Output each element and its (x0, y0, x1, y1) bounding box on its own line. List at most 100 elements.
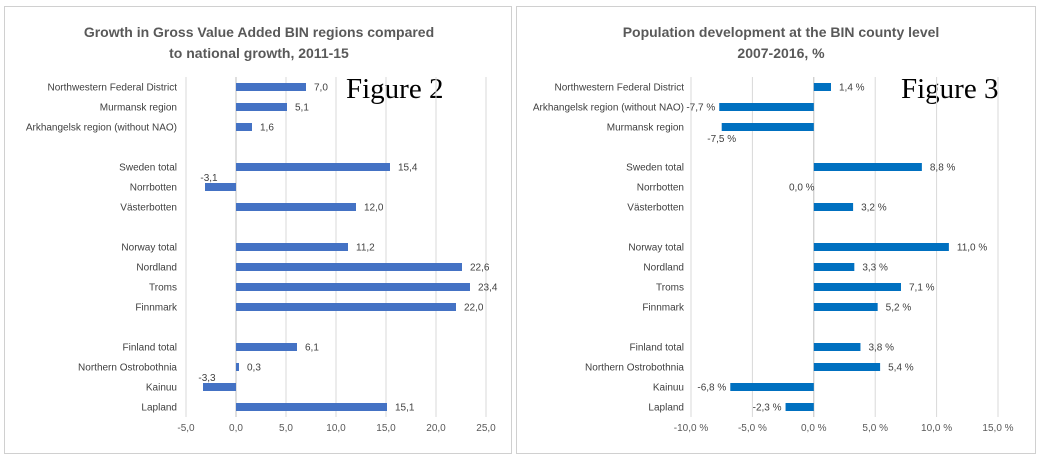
figure2-chart: Growth in Gross Value Added BIN regions … (26, 24, 498, 434)
figure3-value-label: 5,4 % (888, 363, 914, 374)
figure3-category-label: Northern Ostrobothnia (585, 363, 684, 374)
figure3-category-label: Murmansk region (607, 123, 684, 134)
figure3-tick-label: 0,0 % (801, 423, 827, 434)
figure3-panel: Population development at the BIN county… (516, 6, 1036, 454)
figure3-category-label: Arkhangelsk region (without NAO) (533, 103, 684, 114)
figure2-category-label: Västerbotten (120, 203, 177, 214)
figure2-value-label: 0,3 (247, 363, 261, 374)
figure2-panel: Growth in Gross Value Added BIN regions … (4, 6, 512, 454)
figure3-bar (730, 383, 814, 391)
figure2-category-label: Northwestern Federal District (48, 83, 178, 94)
figure3-bar (813, 283, 901, 291)
figure2-bar (236, 283, 470, 291)
figure2-value-label: 22,0 (464, 303, 484, 314)
figure2-bar (205, 183, 236, 191)
figure3-category-label: Nordland (643, 263, 684, 274)
figure2-category-label: Northern Ostrobothnia (78, 363, 177, 374)
figure3-category-label: Finland total (630, 343, 684, 354)
figure3-bar (813, 203, 854, 211)
figure3-value-label: -7,7 % (686, 103, 715, 114)
figure2-category-label: Norrbotten (130, 183, 177, 194)
figure2-bar (236, 163, 390, 171)
figure3-value-label: -7,5 % (707, 134, 736, 145)
figure2-value-label: 6,1 (305, 343, 319, 354)
figure2-bar (236, 303, 456, 311)
figure3-tick-label: 5,0 % (862, 423, 888, 434)
figure2-bar (236, 123, 252, 131)
figure3-label: Figure 3 (901, 73, 998, 105)
figure2-title-line1: Growth in Gross Value Added BIN regions … (84, 24, 434, 40)
figure3-tick-label: -5,0 % (738, 423, 767, 434)
figure3-bar (813, 363, 881, 371)
figure2-bar (236, 103, 287, 111)
figure3-tick-label: 15,0 % (982, 423, 1013, 434)
figure2-label: Figure 2 (346, 73, 443, 105)
figure2-value-label: -3,3 (198, 373, 216, 384)
figure3-category-label: Kainuu (653, 383, 684, 394)
figure2-category-label: Kainuu (146, 383, 177, 394)
figure2-bar (236, 363, 239, 371)
figure2-tick-label: 0,0 (229, 423, 243, 434)
figure3-category-label: Sweden total (626, 163, 684, 174)
figure2-value-label: 7,0 (314, 83, 328, 94)
figure3-bar (785, 403, 814, 411)
figure2-tick-label: 5,0 (279, 423, 293, 434)
figure3-category-label: Västerbotten (627, 203, 684, 214)
figure3-category-label: Finnmark (642, 303, 685, 314)
figure2-value-label: -3,1 (200, 173, 218, 184)
figure3-value-label: 1,4 % (839, 83, 865, 94)
figure3-category-label: Norway total (628, 243, 684, 254)
figure2-tick-label: 20,0 (426, 423, 446, 434)
figure3-value-label: -2,3 % (753, 403, 782, 414)
figure3-bar (813, 83, 831, 91)
figure3-value-label: 8,8 % (930, 163, 956, 174)
figure2-value-label: 1,6 (260, 123, 274, 134)
figure2-category-label: Murmansk region (100, 103, 177, 114)
figure3-value-label: -6,8 % (697, 383, 726, 394)
figure2-tick-label: 25,0 (476, 423, 496, 434)
figure2-category-label: Sweden total (119, 163, 177, 174)
figure2-bar (236, 243, 348, 251)
figure3-bar (813, 163, 922, 171)
figure3-bar (719, 103, 814, 111)
figure3-bar (721, 123, 814, 131)
figure3-value-label: 7,1 % (909, 283, 935, 294)
figure3-value-label: 11,0 % (957, 243, 987, 254)
figure2-bar (203, 383, 236, 391)
figure3-value-label: 3,2 % (861, 203, 887, 214)
figure3-category-label: Lapland (648, 403, 684, 414)
figure2-category-label: Norway total (121, 243, 177, 254)
figure3-category-label: Norrbotten (637, 183, 684, 194)
figure2-plot: -5,0 0,0 5,0 10,0 15,0 20,0 25,0 Northwestern F… (26, 77, 498, 434)
figure3-title-line2: 2007-2016, % (737, 45, 825, 61)
figure3-bar (813, 243, 949, 251)
figure2-bar (236, 83, 306, 91)
figure3-tick-label: 10,0 % (921, 423, 952, 434)
figure2-tick-label: -5,0 (177, 423, 195, 434)
figure2-bar (236, 203, 356, 211)
figure2-category-label: Finnmark (135, 303, 178, 314)
figure2-value-label: 15,4 (398, 163, 418, 174)
figure2-category-label: Lapland (141, 403, 177, 414)
figure2-value-label: 23,4 (478, 283, 498, 294)
figure2-category-label: Arkhangelsk region (without NAO) (26, 123, 177, 134)
figure3-category-label: Troms (656, 283, 684, 294)
figure3-chart: Population development at the BIN county… (533, 24, 1014, 434)
figure3-bar (813, 303, 878, 311)
figure2-bar (236, 343, 297, 351)
figure2-value-label: 11,2 (356, 243, 375, 254)
figure2-value-label: 5,1 (295, 103, 309, 114)
figure2-title-line2: to national growth, 2011-15 (169, 45, 349, 61)
figure3-bar (813, 263, 855, 271)
figure2-bar (236, 263, 462, 271)
figure2-category-label: Nordland (136, 263, 177, 274)
figure2-category-label: Troms (149, 283, 177, 294)
figure2-value-label: 12,0 (364, 203, 384, 214)
figure2-tick-label: 15,0 (376, 423, 396, 434)
figure2-category-label: Finland total (123, 343, 177, 354)
figure3-value-label: 3,8 % (868, 343, 894, 354)
figure2-bar (236, 403, 387, 411)
figure3-bar (813, 343, 861, 351)
figure3-value-label: 3,3 % (862, 263, 888, 274)
figure2-value-label: 15,1 (395, 403, 415, 414)
